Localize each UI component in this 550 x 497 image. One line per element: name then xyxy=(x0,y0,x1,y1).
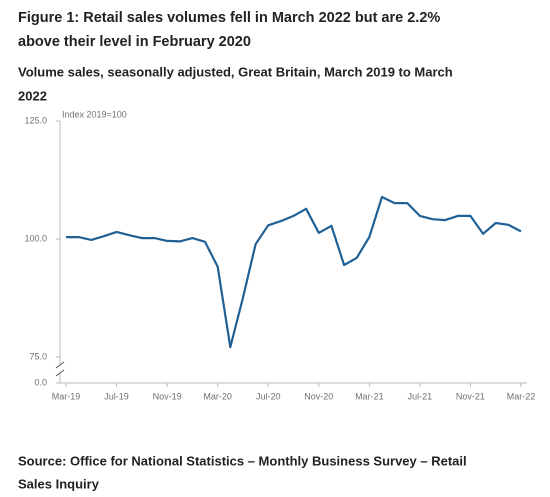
y-tick-label: 0.0 xyxy=(34,377,47,387)
x-tick-label: Jul-21 xyxy=(408,391,433,401)
x-tick-label: Mar-20 xyxy=(203,391,232,401)
x-tick-label: Nov-19 xyxy=(153,391,182,401)
line xyxy=(66,195,522,349)
x-tick-label: Jul-19 xyxy=(104,391,129,401)
y-tick-label: 125.0 xyxy=(24,115,47,125)
axis-break xyxy=(55,369,65,377)
chart-title: Figure 1: Retail sales volumes fell in M… xyxy=(18,10,440,26)
y-tick-label: 100.0 xyxy=(24,233,47,243)
axis-break xyxy=(55,361,65,369)
x-tick-label: Jul-20 xyxy=(256,391,281,401)
chart-subtitle: 2022 xyxy=(18,88,47,103)
chart-title: above their level in February 2020 xyxy=(18,34,251,50)
y-tick-label: 75.0 xyxy=(29,351,47,361)
source: Sales Inquiry xyxy=(18,476,100,491)
x-tick-label: Nov-20 xyxy=(304,391,333,401)
x-tick-label: Mar-19 xyxy=(52,391,81,401)
chart-subtitle: Volume sales, seasonally adjusted, Great… xyxy=(18,64,453,79)
y-axis-label: Index 2019=100 xyxy=(62,109,127,119)
source: Source: Office for National Statistics –… xyxy=(18,453,467,468)
x-tick-label: Mar-21 xyxy=(355,391,384,401)
x-tick-label: Nov-21 xyxy=(456,391,485,401)
x-tick-label: Mar-22 xyxy=(507,391,536,401)
